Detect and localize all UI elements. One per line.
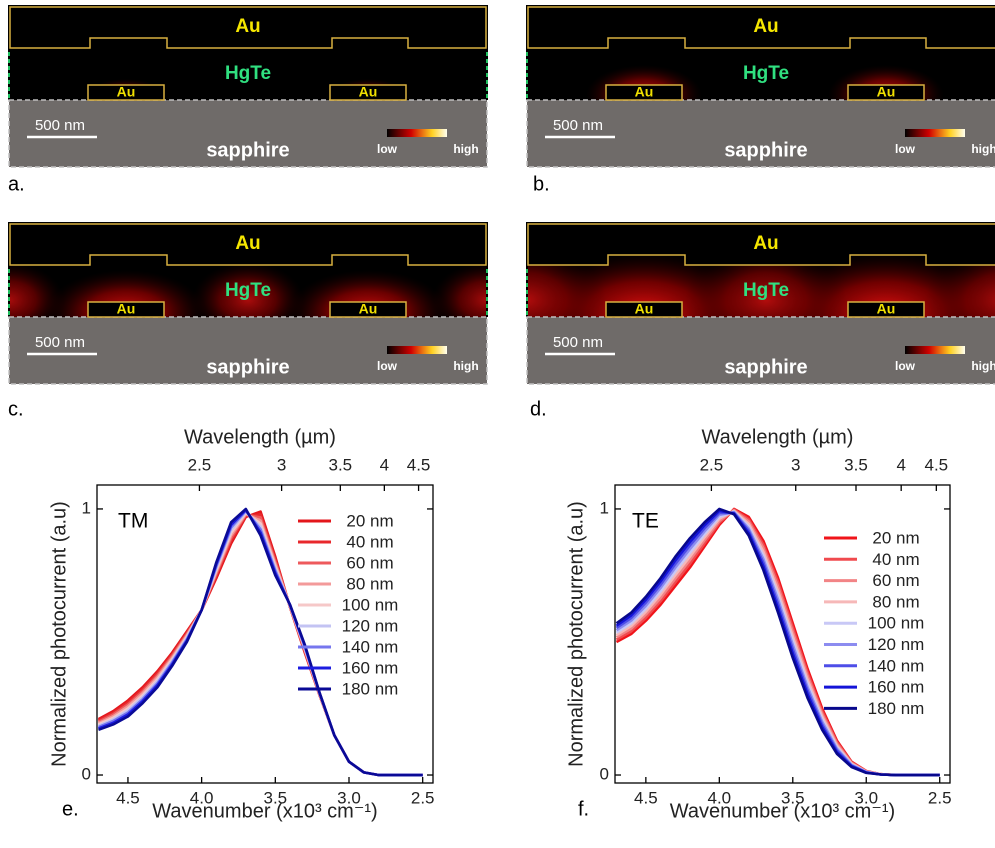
colorbar-low: low	[377, 142, 398, 156]
layer-label: HgTe	[743, 280, 789, 301]
y-tick-label: 0	[82, 765, 91, 784]
x2-tick-label: 4.5	[925, 455, 949, 474]
panel-label: c.	[8, 398, 24, 420]
legend-label: 20 nm	[346, 511, 393, 530]
legend-label: 160 nm	[342, 658, 399, 677]
panel-label: a.	[8, 173, 25, 195]
x2-tick-label: 4	[896, 455, 905, 474]
scale-bar-label: 500 nm	[553, 117, 603, 134]
x-tick-label: 4.5	[116, 788, 140, 807]
metal-label: Au	[235, 16, 260, 37]
colorbar-high: high	[971, 359, 995, 373]
contact-label: Au	[877, 301, 896, 317]
colorbar-low: low	[895, 142, 916, 156]
x-axis-label: Wavenumber (x10³ cm⁻¹)	[152, 800, 377, 822]
y-axis-label: Normalized photocurrent (a.u)	[565, 501, 587, 767]
contact-label: Au	[359, 301, 378, 317]
x-tick-label: 2.5	[928, 788, 952, 807]
legend-label: 20 nm	[872, 528, 919, 547]
layer-label: HgTe	[225, 63, 271, 84]
x2-tick-label: 4.5	[407, 455, 431, 474]
y-axis-label: Normalized photocurrent (a.u)	[48, 501, 70, 767]
contact-label: Au	[635, 301, 654, 317]
panel-label: d.	[530, 398, 547, 420]
scale-bar-label: 500 nm	[553, 334, 603, 351]
colorbar-high: high	[971, 142, 995, 156]
colorbar-low: low	[895, 359, 916, 373]
scale-bar-label: 500 nm	[35, 334, 85, 351]
legend-label: 100 nm	[342, 595, 399, 614]
legend-label: 40 nm	[346, 532, 393, 551]
x2-tick-label: 4	[380, 455, 389, 474]
legend-label: 180 nm	[868, 699, 925, 718]
colorbar-high: high	[453, 142, 478, 156]
metal-label: Au	[753, 233, 778, 254]
simulation-panel: Au Au Au HgTe 500 nm sapphire low high	[526, 5, 995, 167]
panel-label: e.	[62, 798, 79, 820]
legend-label: 80 nm	[346, 574, 393, 593]
x2-tick-label: 2.5	[188, 455, 212, 474]
substrate-label: sapphire	[206, 356, 289, 378]
legend-label: 140 nm	[342, 637, 399, 656]
scale-bar-label: 500 nm	[35, 117, 85, 134]
x2-tick-label: 3.5	[844, 455, 868, 474]
contact-label: Au	[117, 301, 136, 317]
annotation: TE	[632, 510, 659, 533]
y-tick-label: 0	[600, 765, 609, 784]
panel-label: b.	[533, 173, 550, 195]
panel-label: f.	[578, 798, 589, 820]
legend-label: 160 nm	[868, 678, 925, 697]
legend-label: 80 nm	[872, 592, 919, 611]
colorbar-low: low	[377, 359, 398, 373]
layer-label: HgTe	[743, 63, 789, 84]
metal-label: Au	[235, 233, 260, 254]
legend-label: 140 nm	[868, 656, 925, 675]
legend-label: 100 nm	[868, 614, 925, 633]
legend-label: 120 nm	[342, 616, 399, 635]
x-tick-label: 2.5	[411, 788, 435, 807]
colorbar	[387, 346, 447, 354]
colorbar-high: high	[453, 359, 478, 373]
contact-label: Au	[117, 84, 136, 100]
legend-label: 40 nm	[872, 550, 919, 569]
y-tick-label: 1	[600, 498, 609, 517]
substrate-label: sapphire	[206, 139, 289, 161]
annotation: TM	[118, 510, 148, 533]
x-tick-label: 4.5	[634, 788, 658, 807]
colorbar	[905, 346, 965, 354]
contact-label: Au	[635, 84, 654, 100]
legend-label: 180 nm	[342, 679, 399, 698]
contact-label: Au	[877, 84, 896, 100]
legend-label: 60 nm	[346, 553, 393, 572]
legend-label: 60 nm	[872, 571, 919, 590]
x2-tick-label: 2.5	[700, 455, 724, 474]
x2-tick-label: 3	[791, 455, 800, 474]
substrate-label: sapphire	[724, 139, 807, 161]
x2-axis-label: Wavelength (µm)	[702, 426, 854, 448]
metal-label: Au	[753, 16, 778, 37]
colorbar	[387, 129, 447, 137]
substrate-label: sapphire	[724, 356, 807, 378]
layer-label: HgTe	[225, 280, 271, 301]
y-tick-label: 1	[82, 498, 91, 517]
x-axis-label: Wavenumber (x10³ cm⁻¹)	[670, 800, 895, 822]
x2-tick-label: 3.5	[328, 455, 352, 474]
simulation-panel: Au Au Au HgTe 500 nm sapphire low high	[446, 222, 995, 384]
contact-label: Au	[359, 84, 378, 100]
colorbar	[905, 129, 965, 137]
x2-tick-label: 3	[277, 455, 286, 474]
simulation-panel: Au Au Au HgTe 500 nm sapphire low high	[8, 5, 488, 167]
legend-label: 120 nm	[868, 635, 925, 654]
x2-axis-label: Wavelength (µm)	[184, 426, 336, 448]
simulation-panel: Au Au Au HgTe 500 nm sapphire low high	[0, 222, 544, 384]
